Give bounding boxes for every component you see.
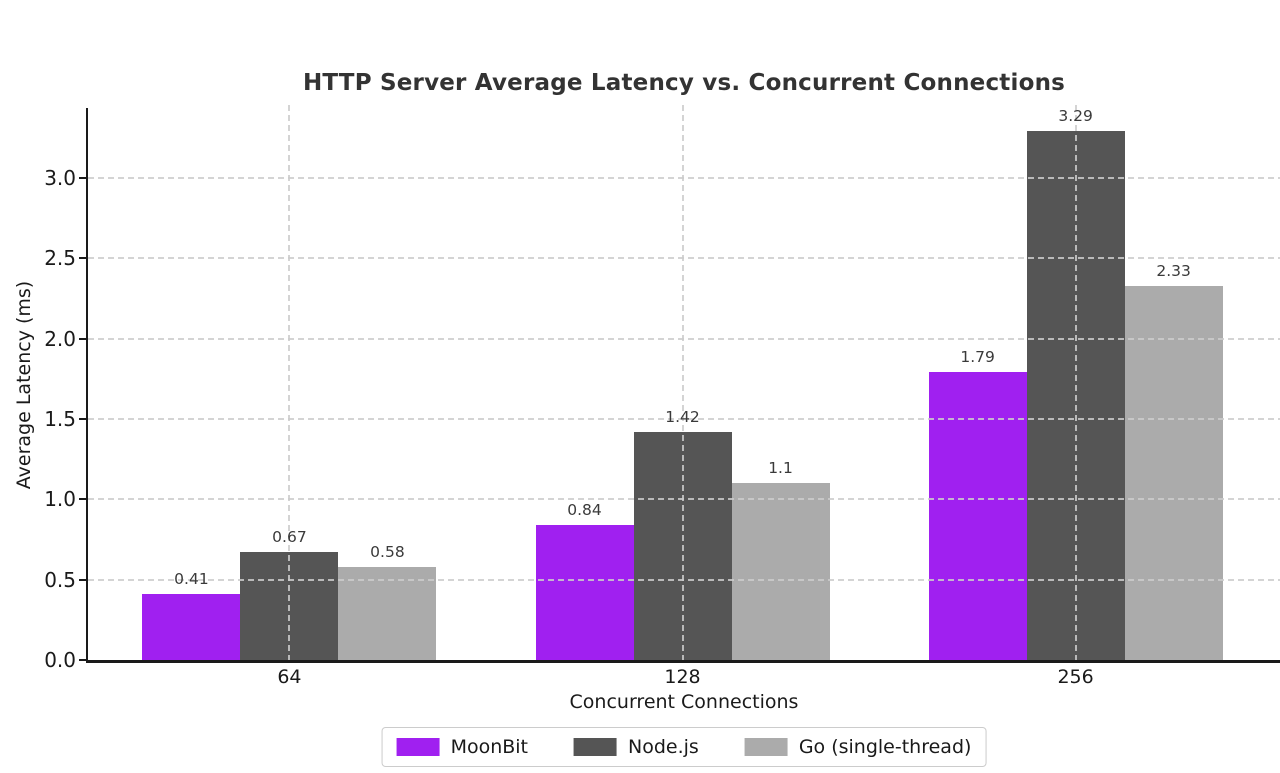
x-axis-spine xyxy=(86,660,1280,663)
legend-label: MoonBit xyxy=(450,736,529,758)
bar-value-label: 3.29 xyxy=(1058,107,1093,126)
x-tick-label: 256 xyxy=(1057,666,1094,688)
x-tick-label: 128 xyxy=(664,666,701,688)
bar-value-label: 0.58 xyxy=(370,542,405,561)
bar-moonbit xyxy=(928,372,1027,660)
y-tick-mark xyxy=(79,176,87,179)
x-axis-label: Concurrent Connections xyxy=(569,691,799,713)
legend-swatch xyxy=(396,738,440,756)
bar-value-label: 2.33 xyxy=(1156,261,1191,280)
y-tick-label: 3.0 xyxy=(44,165,76,190)
bar-go-single-thread xyxy=(1124,285,1223,660)
x-tick-label: 64 xyxy=(277,666,302,688)
bar-value-label: 1.1 xyxy=(768,459,793,478)
bar-go-single-thread xyxy=(338,566,437,660)
y-tick-mark xyxy=(79,659,87,661)
y-tick-label: 1.5 xyxy=(44,406,76,431)
legend: MoonBit Node.js Go (single-thread) xyxy=(381,727,987,767)
y-tick-mark xyxy=(79,578,87,581)
y-axis-spine xyxy=(86,108,88,662)
legend-label: Go (single-thread) xyxy=(798,736,972,758)
legend-item: MoonBit xyxy=(396,736,529,758)
legend-label: Node.js xyxy=(628,736,699,758)
plot-area: 0.41 0.67 0.58 0.84 1.42 1.1 1.79 3.29 2.33 xyxy=(88,105,1280,660)
bar-value-label: 1.42 xyxy=(665,407,700,426)
y-tick-mark xyxy=(79,498,87,501)
bar-value-label: 0.41 xyxy=(174,570,209,589)
chart-title: HTTP Server Average Latency vs. Concurre… xyxy=(302,70,1066,96)
y-axis-label: Average Latency (ms) xyxy=(13,280,35,490)
bar-node-js xyxy=(1026,131,1125,660)
y-tick-mark xyxy=(79,337,87,340)
bar-value-label: 0.67 xyxy=(272,528,307,547)
legend-swatch xyxy=(744,738,788,756)
legend-item: Go (single-thread) xyxy=(744,736,972,758)
y-tick-label: 1.0 xyxy=(44,487,76,512)
bar-moonbit xyxy=(142,594,241,660)
bar-value-label: 1.79 xyxy=(960,348,995,367)
y-tick-label: 0.5 xyxy=(44,567,76,592)
y-tick-mark xyxy=(79,417,87,420)
bar-value-label: 0.84 xyxy=(567,501,602,520)
y-tick-label: 0.0 xyxy=(44,648,76,672)
bar-go-single-thread xyxy=(731,483,830,660)
y-tick-mark xyxy=(79,257,87,260)
bar-node-js xyxy=(240,552,339,660)
legend-item: Node.js xyxy=(574,736,699,758)
bar-node-js xyxy=(633,431,732,660)
legend-swatch xyxy=(574,738,618,756)
bar-moonbit xyxy=(535,525,634,660)
y-tick-label: 2.5 xyxy=(44,246,76,271)
y-tick-label: 2.0 xyxy=(44,326,76,351)
